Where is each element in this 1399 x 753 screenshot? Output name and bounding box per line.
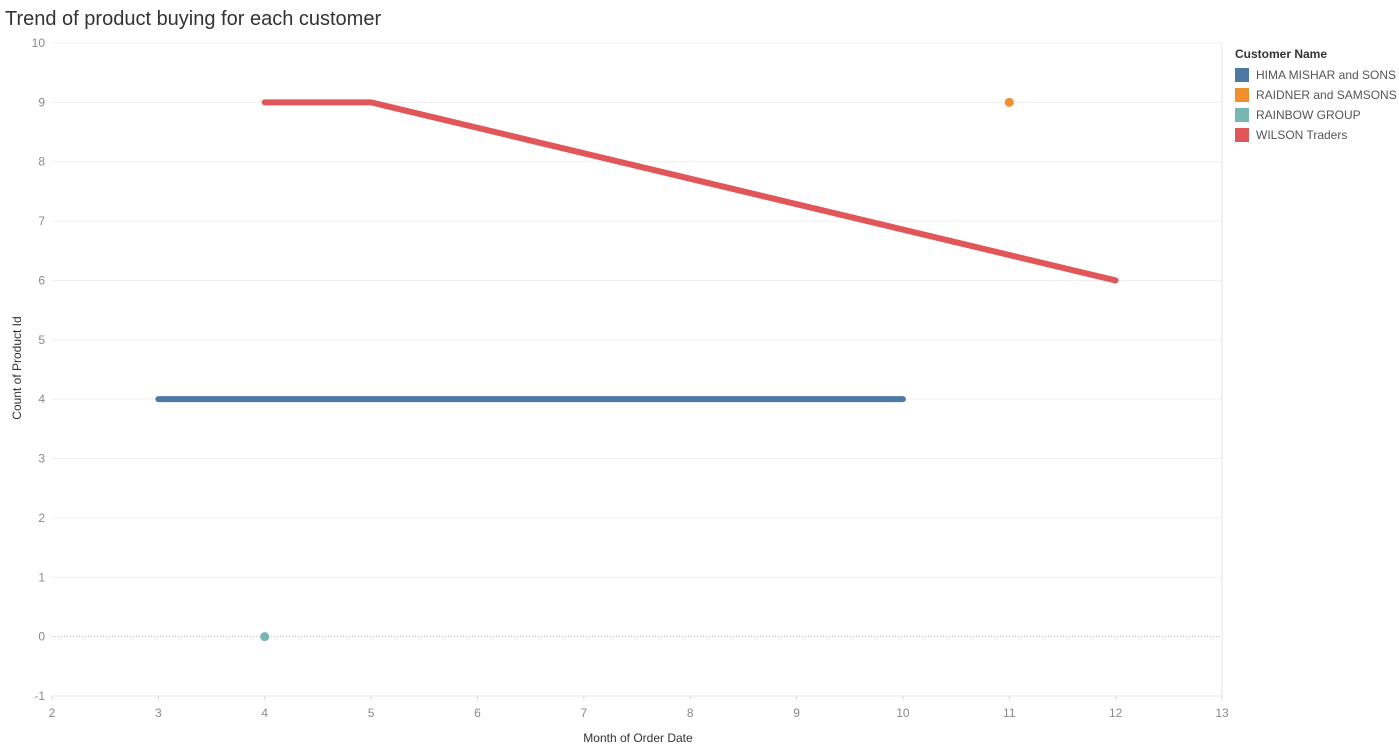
y-tick-label: 7 [38, 214, 45, 228]
y-tick-label: 6 [38, 273, 45, 287]
legend-item-hima-mishar-and-sons[interactable]: HIMA MISHAR and SONS [1235, 65, 1397, 85]
x-tick-label: 7 [580, 706, 587, 720]
series-layer [155, 97, 1119, 642]
legend-item-wilson-traders[interactable]: WILSON Traders [1235, 125, 1397, 145]
y-tick-label: -1 [34, 689, 45, 703]
x-tick-label: 8 [687, 706, 694, 720]
data-point-raidner-and-samsons[interactable] [1004, 97, 1014, 107]
y-tick-label: 9 [38, 95, 45, 109]
y-tick-label: 8 [38, 155, 45, 169]
y-tick-label: 5 [38, 333, 45, 347]
x-tick-label: 13 [1215, 706, 1229, 720]
x-tick-label: 11 [1003, 706, 1016, 720]
grid-layer [52, 42, 1223, 697]
legend-swatch [1235, 88, 1249, 102]
data-point-rainbow-group[interactable] [260, 632, 270, 642]
legend-swatch [1235, 108, 1249, 122]
y-tick-label: 1 [38, 570, 45, 584]
x-tick-label: 5 [368, 706, 375, 720]
legend-label: WILSON Traders [1256, 128, 1348, 142]
x-tick-label: 6 [474, 706, 481, 720]
legend: Customer Name HIMA MISHAR and SONS RAIDNE… [1235, 47, 1397, 145]
chart-title: Trend of product buying for each custome… [5, 8, 382, 30]
legend-label: HIMA MISHAR and SONS [1256, 68, 1397, 82]
x-tick-label: 4 [261, 706, 268, 720]
x-tick-label: 3 [155, 706, 162, 720]
legend-swatch [1235, 128, 1249, 142]
x-tick-label: 2 [49, 706, 56, 720]
legend-label: RAIDNER and SAMSONS [1256, 88, 1397, 102]
y-axis-label: Count of Product Id [10, 316, 24, 419]
legend-label: RAINBOW GROUP [1256, 108, 1361, 122]
x-axis-label: Month of Order Date [583, 731, 693, 745]
y-tick-label: 0 [38, 630, 45, 644]
legend-item-rainbow-group[interactable]: RAINBOW GROUP [1235, 105, 1397, 125]
y-tick-label: 4 [38, 392, 45, 406]
y-tick-label: 2 [38, 511, 45, 525]
x-tick-label: 9 [793, 706, 800, 720]
x-tick-label: 12 [1109, 706, 1123, 720]
legend-item-raidner-and-samsons[interactable]: RAIDNER and SAMSONS [1235, 85, 1397, 105]
y-tick-label: 10 [32, 36, 46, 50]
series-line-wilson-traders[interactable] [261, 99, 1119, 284]
y-tick-label: 3 [38, 452, 45, 466]
legend-items: HIMA MISHAR and SONS RAIDNER and SAMSONS R… [1235, 65, 1397, 145]
legend-title: Customer Name [1235, 47, 1328, 61]
x-tick-label: 10 [896, 706, 910, 720]
legend-swatch [1235, 68, 1249, 82]
